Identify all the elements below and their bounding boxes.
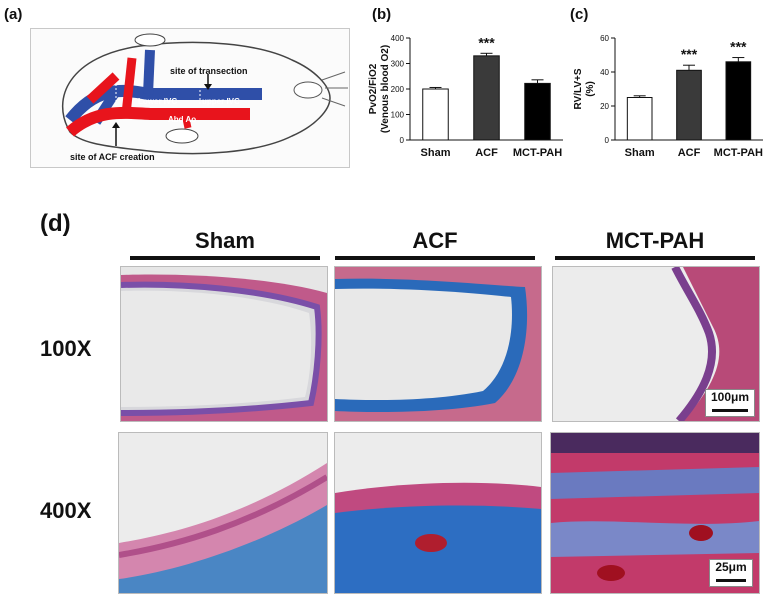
y-axis-label-2: (Venous blood O2): [380, 45, 391, 133]
scalebar-400x-line: [716, 579, 746, 582]
col-rule-sham: [130, 256, 320, 260]
row-label-100x: 100X: [40, 336, 92, 361]
renal-vein: [143, 49, 155, 95]
iliac-artery: [86, 72, 120, 104]
scalebar-400x: 25μm: [709, 559, 753, 587]
micrograph-mct-pah-100x: 100μm: [552, 266, 760, 422]
bar: [524, 82, 551, 141]
y-tick-label: 400: [391, 34, 405, 43]
transection-arrow-head: [204, 84, 212, 90]
row-label-400x: 400X: [40, 498, 92, 523]
micrograph-acf-400x: [334, 432, 542, 594]
y-axis-label-2: (%): [585, 81, 596, 97]
col-header-sham: Sham: [195, 228, 255, 253]
category-label: MCT-PAH: [714, 147, 763, 159]
category-label: ACF: [475, 147, 498, 159]
abdominal-aorta: [66, 106, 250, 137]
vessel-diagram: site of transection Lower IVC upper IVC …: [30, 28, 350, 168]
panel-label-d: (d): [40, 210, 71, 237]
micrograph-sham-100x: [120, 266, 328, 422]
whiskers: [321, 71, 348, 107]
micrograph-sham-400x: [118, 432, 328, 594]
kidney-lower: [165, 128, 199, 144]
upper-ivc-label: upper IVC: [202, 97, 240, 106]
abd-ao-label: Abd Ao: [168, 115, 196, 124]
bar: [676, 69, 702, 141]
bar: [725, 61, 752, 141]
significance-marker: ***: [730, 39, 747, 55]
bar: [422, 88, 449, 141]
y-tick-label: 100: [391, 111, 405, 120]
rat-body-outline: [61, 41, 331, 155]
y-tick-label: 60: [600, 34, 609, 43]
y-axis-label: PvO2/FiO2: [368, 63, 379, 114]
renal-artery: [121, 57, 137, 115]
significance-marker: ***: [681, 46, 698, 62]
bar: [473, 55, 500, 141]
micrograph-mct-pah-400x: 25μm: [550, 432, 760, 594]
kidney-upper: [134, 33, 166, 47]
bar: [626, 97, 653, 141]
scalebar-400x-label: 25μm: [715, 560, 747, 574]
y-tick-label: 300: [391, 60, 405, 69]
y-tick-label: 40: [600, 68, 609, 77]
y-tick-label: 0: [400, 136, 405, 145]
y-tick-label: 0: [605, 136, 610, 145]
category-label: ACF: [678, 147, 701, 159]
micrograph-acf-100x: [334, 266, 542, 422]
category-label: Sham: [625, 147, 655, 159]
panel-label-a: (a): [4, 6, 23, 23]
col-rule-acf: [335, 256, 535, 260]
lower-ivc-label: Lower IVC: [138, 97, 177, 106]
significance-marker: ***: [478, 34, 495, 50]
y-axis-label: RV/LV+S: [573, 68, 584, 109]
chart-b: 0 100 200 300 400 PvO2/FiO2 (Venous blood O2) S…: [368, 34, 563, 159]
y-tick-label: 200: [391, 85, 405, 94]
acf-label: site of ACF creation: [70, 152, 155, 162]
rat-head: [293, 81, 323, 99]
scalebar-100x: 100μm: [705, 389, 755, 417]
chart-c: 0 20 40 60 RV/LV+S (%) Sham *** ACF *** MCT-PAH: [573, 34, 763, 159]
acf-arrow-head: [112, 122, 120, 128]
transection-label: site of transection: [170, 66, 248, 76]
col-header-mct-pah: MCT-PAH: [605, 228, 705, 253]
scalebar-100x-label: 100μm: [710, 390, 750, 404]
panel-label-b: (b): [372, 6, 392, 23]
col-rule-mct-pah: [555, 256, 755, 260]
category-label: Sham: [421, 147, 451, 159]
col-header-acf: ACF: [412, 228, 458, 253]
y-tick-label: 20: [600, 102, 609, 111]
category-label: MCT-PAH: [513, 147, 562, 159]
scalebar-100x-line: [712, 409, 748, 412]
panel-label-c: (c): [570, 6, 589, 23]
branch-artery: [181, 113, 192, 129]
